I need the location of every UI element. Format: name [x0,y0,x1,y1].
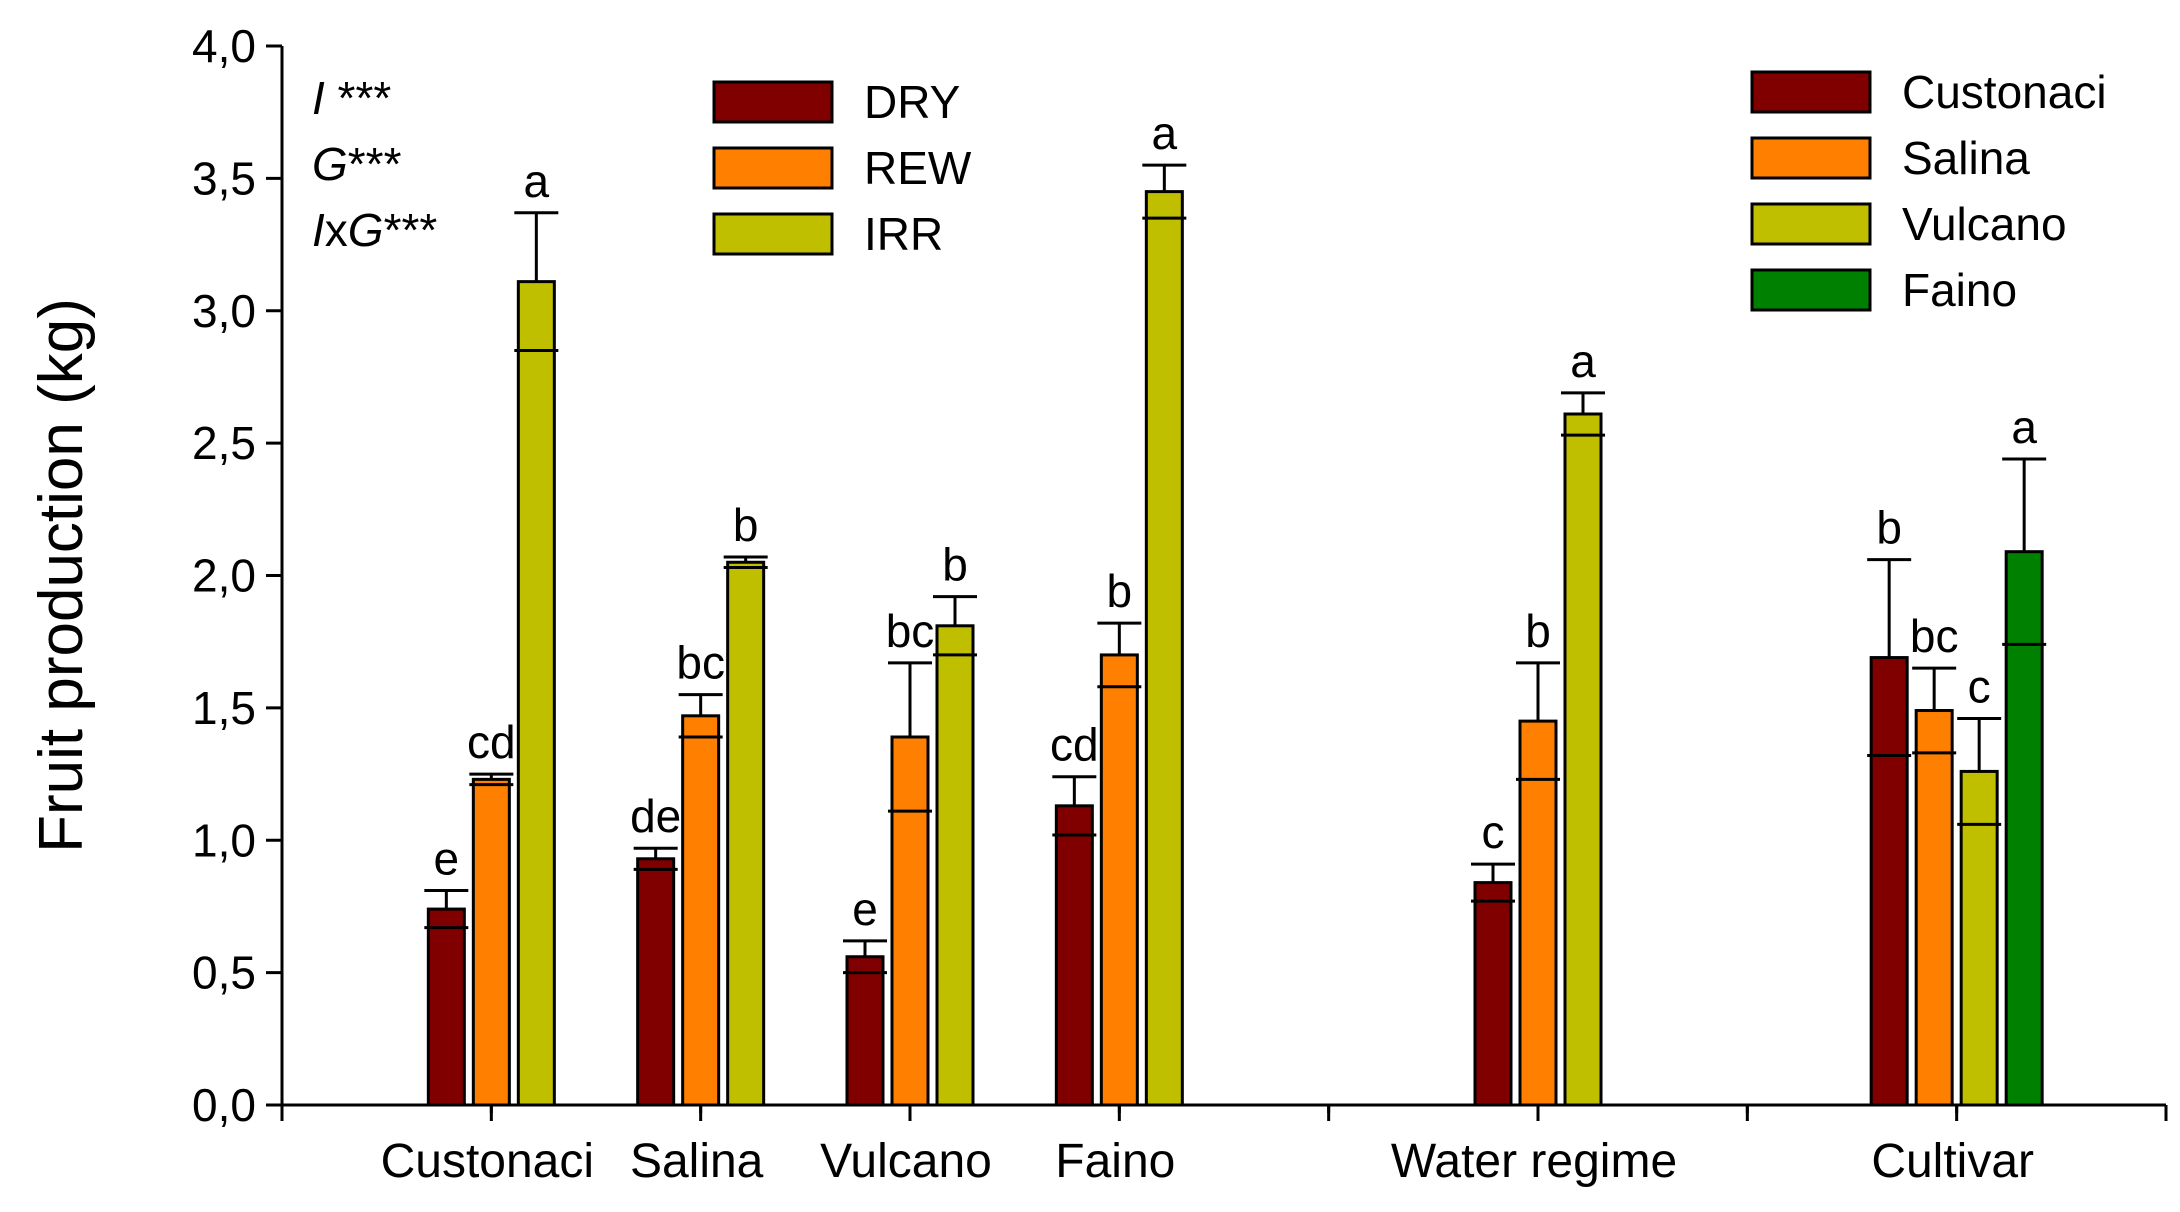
bar [1099,653,1139,1107]
stat-annotation: IxG*** [312,204,437,256]
bar [1869,656,1909,1107]
significance-label: b [1525,605,1551,657]
bar [1518,719,1558,1107]
x-category-label: Vulcano [820,1135,992,1188]
cultivar-legend-swatch [1750,268,1872,312]
significance-label: b [733,499,759,551]
bar [516,280,556,1107]
stat-annotation-part: I [312,72,325,124]
significance-label: bc [1910,610,1959,662]
bar [1144,190,1184,1107]
bar [426,907,466,1107]
cultivar-legend-swatch [1750,202,1872,246]
y-tick-label: 0,0 [192,1079,256,1131]
significance-label: b [1107,565,1133,617]
annotations: I ***G***IxG*** [312,72,437,256]
bar [1914,709,1954,1107]
bar [1959,769,1999,1107]
water-legend-label: REW [864,142,972,194]
water-legend-swatch [712,80,834,124]
cultivar-legend-label: Faino [1902,264,2017,316]
stat-annotation: G*** [312,138,402,190]
stat-annotation-part: *** [325,72,392,124]
water-legend-label: IRR [864,208,943,260]
y-tick-label: 1,0 [192,814,256,866]
y-tick-label: 4,0 [192,20,256,72]
x-category-label: Salina [630,1135,764,1188]
water-legend-label: DRY [864,76,960,128]
significance-label: cd [1050,719,1099,771]
bar [935,624,975,1107]
bar [845,955,885,1107]
x-category-label: Water regime [1391,1135,1677,1188]
x-category-label: Cultivar [1871,1135,2034,1188]
x-category-label: Faino [1055,1135,1175,1188]
stat-annotation-part: I [312,204,325,256]
cultivar-legend-label: Vulcano [1902,198,2067,250]
significance-label: b [1876,502,1902,554]
y-tick-label: 0,5 [192,947,256,999]
y-tick-label: 3,0 [192,285,256,337]
axes: 0,0 0,5 1,0 1,5 2,0 2,5 3,0 3,5 4,0 Fruit product… [27,20,2168,1188]
cultivar-legend-label: Custonaci [1902,66,2107,118]
significance-label: a [1570,335,1596,387]
bar [726,560,766,1107]
significance-label: a [1152,107,1178,159]
y-tick-label: 2,0 [192,550,256,602]
significance-label: bc [676,637,725,689]
bar [636,857,676,1107]
cultivar-legend-swatch [1750,136,1872,180]
significance-label: de [630,790,681,842]
stat-annotation-part: *** [348,138,402,190]
bar [890,735,930,1107]
stat-annotation-part: x [325,204,348,256]
cultivar-legend-label: Salina [1902,132,2030,184]
water-legend-swatch [712,212,834,256]
significance-label: cd [467,716,516,768]
water-legend-swatch [712,146,834,190]
bar [471,777,511,1107]
y-axis-label: Fruit production (kg) [27,298,96,853]
bar [2004,550,2044,1107]
stat-annotation: I *** [312,72,391,124]
significance-label: b [942,539,968,591]
bar [1563,412,1603,1107]
significance-label: e [434,833,460,885]
significance-label: c [1482,806,1505,858]
significance-label: bc [886,605,935,657]
significance-label: a [524,155,550,207]
bar [1054,804,1094,1107]
legends: DRY REW IRR Custonaci Salina Vulcano Faino [712,66,2107,316]
y-tick-label: 1,5 [192,682,256,734]
x-category-label: Custonaci [381,1135,594,1188]
stat-annotation-part: G [312,138,348,190]
bar [681,714,721,1107]
stat-annotation-part: *** [384,204,438,256]
significance-label: a [2011,401,2037,453]
stat-annotation-part: G [348,204,384,256]
y-tick-label: 2,5 [192,417,256,469]
significance-label: c [1968,660,1991,712]
significance-label: e [852,883,878,935]
bar [1473,881,1513,1107]
cultivar-legend-swatch [1750,70,1872,114]
y-tick-label: 3,5 [192,152,256,204]
